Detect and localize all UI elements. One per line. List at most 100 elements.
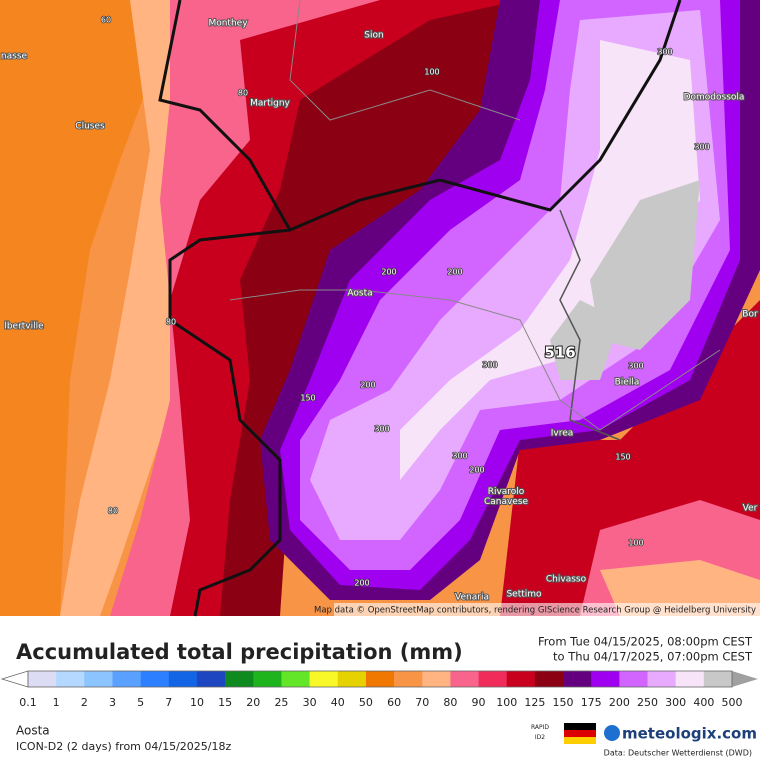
badge: RAPID ID2: [531, 724, 549, 741]
contour-label: 200: [354, 579, 369, 588]
data-source: Data: Deutscher Wetterdienst (DWD): [604, 749, 752, 758]
level-label: 200: [609, 696, 630, 709]
level-label: 60: [387, 696, 401, 709]
color-cell: [450, 671, 479, 687]
map: nasse Monthey Sion Martigny Cluses Domod…: [0, 0, 760, 617]
contour-label: 300: [482, 361, 497, 370]
color-cell: [534, 671, 564, 687]
color-cell: [619, 671, 648, 687]
level-label: 10: [190, 696, 204, 709]
contour-label: 200: [360, 381, 375, 390]
place-label: Sion: [364, 31, 383, 41]
contour-label: 300: [374, 425, 389, 434]
color-cell: [647, 671, 676, 687]
level-label: 7: [165, 696, 172, 709]
contour-label: 80: [166, 318, 176, 327]
color-cell: [591, 671, 620, 687]
level-label: 400: [693, 696, 714, 709]
place-label: Monthey: [208, 19, 248, 29]
colorbar: 0.1 1 2 3 5 7 10 15 20 25 30 40 50 60 70 80 90 100 125 150 1…: [0, 670, 758, 709]
place-label: Ver: [743, 504, 758, 514]
contour-label: 300: [694, 143, 709, 152]
color-cell: [253, 671, 282, 687]
color-cell: [56, 671, 85, 687]
color-cell: [168, 671, 198, 687]
color-cell: [196, 671, 226, 687]
place-label: Martigny: [250, 99, 290, 109]
contour-label: 100: [628, 539, 643, 548]
level-label: 2: [81, 696, 88, 709]
location: Aosta: [16, 724, 50, 738]
contour-label: 150: [300, 394, 315, 403]
level-label: 100: [496, 696, 517, 709]
level-label: 30: [303, 696, 317, 709]
color-cell: [703, 671, 733, 687]
color-cell: [365, 671, 395, 687]
contour-label: 300: [452, 452, 467, 461]
contour-label: 80: [238, 89, 248, 98]
over-arrow: [732, 671, 758, 687]
max-label: 516: [544, 344, 575, 362]
place-label: Rivarolo Canavese: [484, 487, 529, 507]
contour-label: 150: [615, 453, 630, 462]
under-arrow: [0, 670, 29, 688]
level-label: 125: [524, 696, 545, 709]
place-label: Cluses: [75, 122, 105, 132]
level-label: 250: [637, 696, 658, 709]
attribution: Map data © OpenStreetMap contributors, r…: [314, 606, 756, 616]
contour-label: 100: [424, 68, 439, 77]
color-cell: [28, 671, 57, 687]
contour-label: 80: [108, 507, 118, 516]
level-label: 70: [415, 696, 429, 709]
place-label: Venaria: [455, 593, 489, 603]
model-run: ICON-D2 (2 days) from 04/15/2025/18z: [16, 740, 231, 753]
place-label: Bor: [742, 310, 758, 320]
place-label: Ivrea: [551, 429, 574, 439]
colorbar-frame: [27, 670, 733, 688]
color-cell: [506, 671, 536, 687]
color-cell: [478, 671, 508, 687]
contour-label: 200: [381, 268, 396, 277]
level-label: 80: [443, 696, 457, 709]
brand: meteologix.com: [622, 725, 757, 743]
level-label: 50: [359, 696, 373, 709]
contour-label: 60: [101, 16, 111, 25]
color-cell: [281, 671, 310, 687]
color-cell: [309, 671, 339, 687]
place-labels: nasse Monthey Sion Martigny Cluses Domod…: [0, 18, 759, 604]
contour-label: 300: [657, 48, 672, 57]
color-cell: [394, 671, 423, 687]
color-cell: [140, 671, 170, 687]
color-cell: [225, 671, 254, 687]
level-label: 5: [137, 696, 144, 709]
level-label: 3: [109, 696, 116, 709]
place-label: Domodossola: [684, 93, 745, 103]
level-label: 300: [665, 696, 686, 709]
level-label: 90: [472, 696, 486, 709]
level-label: 15: [218, 696, 232, 709]
color-cell: [563, 671, 592, 687]
contour-label: 300: [628, 362, 643, 371]
color-cell: [84, 671, 113, 687]
place-label: Aosta: [347, 289, 372, 299]
period-from: From Tue 04/15/2025, 08:00pm CEST: [538, 635, 753, 649]
color-cell: [337, 671, 367, 687]
contour-label: 200: [469, 466, 484, 475]
level-label: 0.1: [19, 696, 37, 709]
level-label: 1: [53, 696, 60, 709]
place-label: nasse: [1, 52, 28, 62]
level-label: 500: [722, 696, 743, 709]
contour-label: 200: [447, 268, 462, 277]
place-label: lbertville: [4, 322, 44, 332]
level-label: 175: [581, 696, 602, 709]
color-cell: [675, 671, 705, 687]
place-label: Settimo: [506, 590, 542, 600]
color-cell: [112, 671, 141, 687]
level-label: 40: [331, 696, 345, 709]
level-label: 25: [274, 696, 288, 709]
color-cell: [422, 671, 451, 687]
contour-labels: 60 80 100 300 300 200 200 150 200 300 51…: [100, 15, 710, 589]
level-label: 150: [553, 696, 574, 709]
period-to: to Thu 04/17/2025, 07:00pm CEST: [553, 650, 753, 664]
